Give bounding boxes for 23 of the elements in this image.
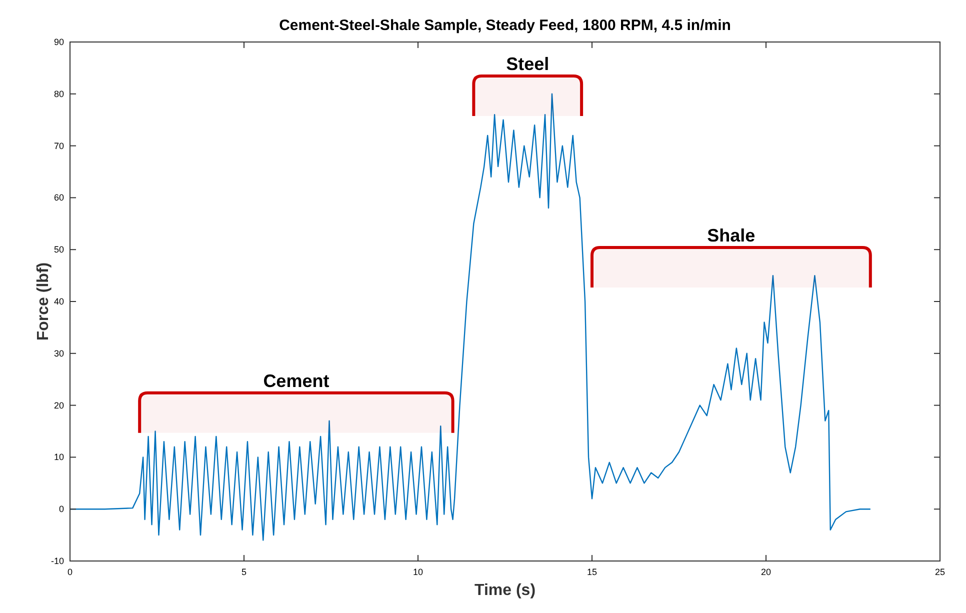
x-tick-label: 0 [67, 567, 73, 577]
y-tick-label: 30 [54, 348, 64, 358]
chart-title: Cement-Steel-Shale Sample, Steady Feed, 1800 RPM, 4.5 in/min [279, 17, 731, 34]
y-tick-label: 0 [58, 504, 64, 514]
x-tick-label: 20 [760, 567, 772, 577]
y-tick-label: 20 [54, 400, 64, 410]
x-tick-label: 5 [241, 567, 247, 577]
x-tick-label: 15 [586, 567, 598, 577]
band-label: Shale [707, 226, 756, 246]
y-tick-label: 40 [54, 296, 64, 306]
y-tick-label: 90 [54, 37, 64, 47]
band-label: Cement [263, 370, 330, 391]
band-label: Steel [506, 54, 550, 74]
x-axis-title: Time (s) [474, 582, 536, 599]
y-tick-label: 10 [54, 452, 64, 462]
y-tick-label: 80 [54, 88, 64, 99]
x-tick-label: 25 [934, 567, 946, 577]
y-axis-title: Force (lbf) [35, 262, 52, 341]
y-tick-label: 70 [54, 140, 64, 151]
y-tick-label: -10 [50, 556, 64, 566]
y-tick-label: 50 [54, 244, 64, 255]
x-tick-label: 10 [412, 567, 424, 577]
y-tick-label: 60 [54, 192, 64, 203]
